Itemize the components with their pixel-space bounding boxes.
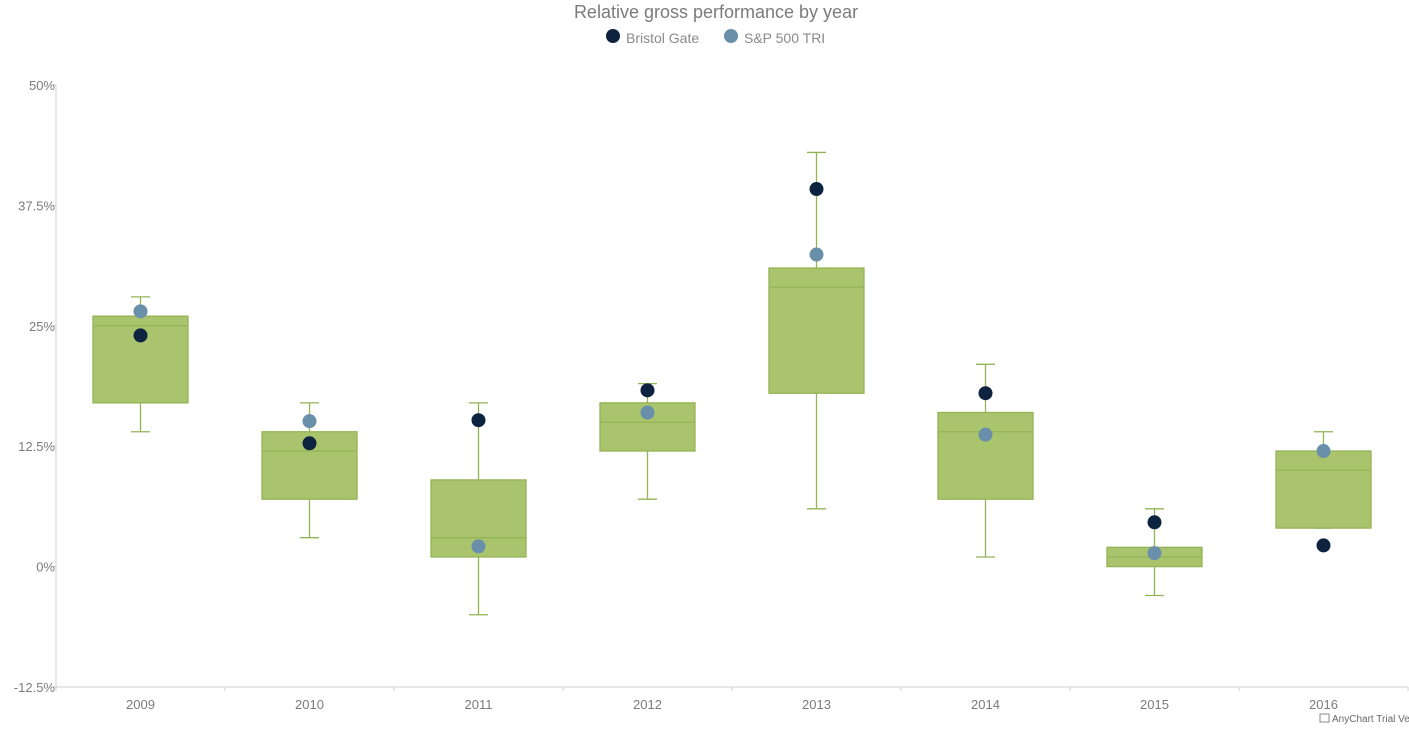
sp500-tri-point-2015[interactable] — [1147, 546, 1162, 561]
x-tick-label: 2010 — [295, 697, 324, 712]
bristol-gate-point-2015[interactable] — [1147, 515, 1162, 530]
sp500-tri-point-2013[interactable] — [809, 247, 824, 262]
legend-item-label[interactable]: Bristol Gate — [626, 30, 699, 46]
sp500-tri-point-2016[interactable] — [1316, 444, 1331, 459]
box-2013[interactable] — [768, 151, 865, 510]
legend-marker-icon — [606, 29, 620, 43]
credit-text: AnyChart Trial Version — [1332, 714, 1409, 725]
bristol-gate-point-2016[interactable] — [1316, 538, 1331, 553]
chart-icon — [1319, 713, 1330, 723]
box-body — [92, 315, 189, 404]
sp500-tri-point-2011[interactable] — [471, 539, 486, 554]
y-axis: -12.5% 0% 12.5% 25% 37.5% 50% — [14, 78, 57, 695]
box-series — [92, 151, 1372, 616]
y-tick-label: 50% — [29, 78, 55, 93]
y-tick-label: 12.5% — [18, 439, 55, 454]
x-tick-label: 2015 — [1140, 697, 1169, 712]
legend[interactable]: Bristol Gate S&P 500 TRI — [606, 29, 825, 46]
box-2016[interactable] — [1275, 431, 1372, 529]
x-tick-label: 2013 — [802, 697, 831, 712]
box-2012[interactable] — [599, 382, 696, 500]
marker-series — [133, 182, 1331, 561]
sp500-tri-point-2014[interactable] — [978, 427, 993, 442]
box-2014[interactable] — [937, 363, 1034, 558]
x-tick-label: 2014 — [971, 697, 1000, 712]
x-axis: 2009 2010 2011 2012 2013 2014 2015 2016 — [55, 686, 1409, 712]
x-tick-label: 2011 — [465, 697, 493, 712]
box-body — [768, 267, 865, 394]
sp500-tri-point-2009[interactable] — [133, 304, 148, 319]
box-body — [599, 402, 696, 452]
x-tick-label: 2009 — [126, 697, 155, 712]
credit-badge[interactable]: AnyChart Trial Version — [1319, 713, 1409, 725]
bristol-gate-point-2009[interactable] — [133, 328, 148, 343]
sp500-tri-point-2010[interactable] — [302, 414, 317, 429]
bristol-gate-point-2013[interactable] — [809, 182, 824, 197]
y-tick-label: 25% — [29, 319, 55, 334]
y-tick-label: 37.5% — [18, 198, 55, 213]
bristol-gate-point-2012[interactable] — [640, 383, 655, 398]
y-tick-label: -12.5% — [14, 680, 56, 695]
bristol-gate-point-2011[interactable] — [471, 413, 486, 428]
bristol-gate-point-2010[interactable] — [302, 436, 317, 451]
box-2009[interactable] — [92, 296, 189, 433]
box-body — [1275, 450, 1372, 529]
bristol-gate-point-2014[interactable] — [978, 386, 993, 401]
x-tick-label: 2012 — [633, 697, 662, 712]
box-2011[interactable] — [430, 402, 527, 616]
y-tick-label: 0% — [36, 560, 55, 575]
legend-marker-icon — [724, 29, 738, 43]
x-tick-label: 2016 — [1309, 697, 1338, 712]
box-body — [937, 411, 1034, 500]
sp500-tri-point-2012[interactable] — [640, 405, 655, 420]
legend-item-label[interactable]: S&P 500 TRI — [744, 30, 825, 46]
chart-title: Relative gross performance by year — [574, 2, 858, 22]
